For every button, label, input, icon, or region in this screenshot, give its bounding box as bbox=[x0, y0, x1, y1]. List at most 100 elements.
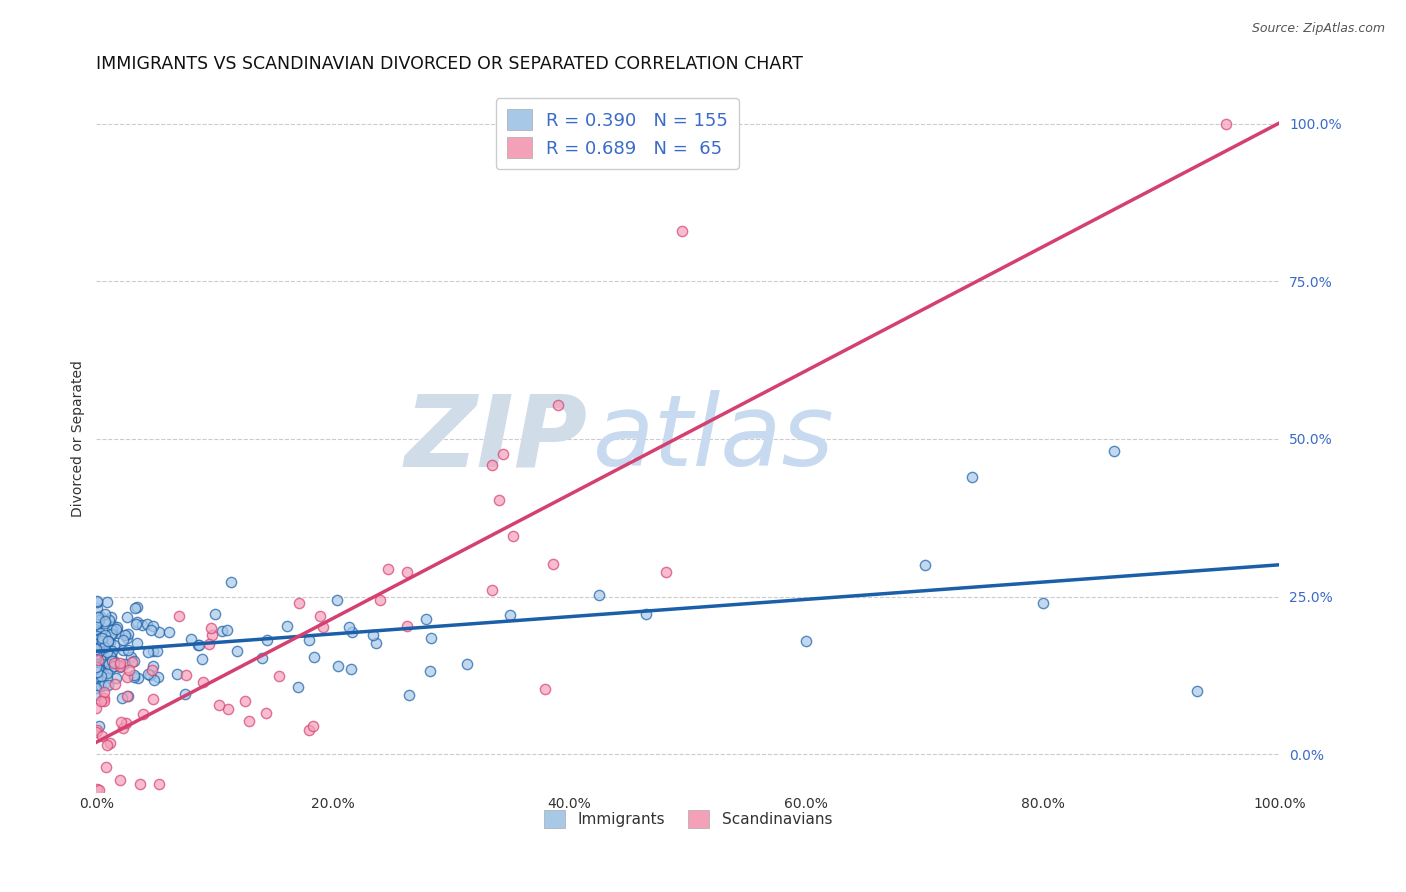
Point bbox=[588, 588, 610, 602]
Point bbox=[86, 593, 108, 607]
Legend: Immigrants, Scandinavians: Immigrants, Scandinavians bbox=[537, 804, 838, 834]
Point bbox=[100, 626, 122, 640]
Point bbox=[86, 665, 108, 680]
Point bbox=[198, 636, 221, 650]
Point bbox=[105, 671, 128, 685]
Point bbox=[233, 694, 256, 708]
Point bbox=[110, 659, 132, 673]
Point bbox=[103, 658, 125, 673]
Point bbox=[89, 632, 111, 646]
Point bbox=[117, 643, 139, 657]
Point bbox=[97, 657, 120, 671]
Point bbox=[122, 655, 145, 669]
Point bbox=[86, 601, 108, 615]
Point bbox=[91, 631, 114, 645]
Point bbox=[370, 593, 392, 607]
Point bbox=[166, 666, 188, 681]
Point bbox=[89, 661, 111, 675]
Point bbox=[132, 707, 155, 722]
Point bbox=[100, 660, 122, 674]
Point bbox=[86, 637, 108, 651]
Point bbox=[117, 609, 139, 624]
Point bbox=[89, 613, 111, 627]
Point bbox=[256, 633, 278, 648]
Point bbox=[114, 627, 136, 641]
Point bbox=[339, 619, 361, 633]
Point bbox=[191, 651, 214, 665]
Point bbox=[173, 687, 195, 701]
Point bbox=[311, 620, 333, 634]
Point bbox=[187, 638, 209, 652]
Point bbox=[87, 783, 110, 797]
Point bbox=[276, 619, 298, 633]
Point bbox=[98, 648, 121, 663]
Point bbox=[105, 620, 128, 634]
Point bbox=[101, 654, 124, 668]
Point bbox=[87, 610, 110, 624]
Point bbox=[86, 650, 108, 665]
Point bbox=[124, 601, 146, 615]
Point bbox=[122, 667, 145, 681]
Point bbox=[960, 469, 983, 483]
Point bbox=[93, 684, 115, 698]
Point bbox=[100, 644, 122, 658]
Point bbox=[115, 689, 138, 703]
Point bbox=[502, 529, 524, 543]
Point bbox=[288, 596, 311, 610]
Point bbox=[97, 633, 120, 648]
Point bbox=[117, 627, 139, 641]
Point bbox=[112, 822, 135, 836]
Point bbox=[481, 458, 503, 472]
Point bbox=[86, 617, 108, 632]
Point bbox=[100, 647, 122, 661]
Point bbox=[142, 659, 165, 673]
Point bbox=[114, 657, 136, 672]
Point bbox=[101, 627, 124, 641]
Text: IMMIGRANTS VS SCANDINAVIAN DIVORCED OR SEPARATED CORRELATION CHART: IMMIGRANTS VS SCANDINAVIAN DIVORCED OR S… bbox=[97, 55, 803, 73]
Point bbox=[250, 650, 273, 665]
Point bbox=[201, 627, 224, 641]
Point bbox=[86, 649, 108, 664]
Point bbox=[86, 639, 108, 653]
Point bbox=[366, 635, 388, 649]
Point bbox=[148, 625, 170, 640]
Point bbox=[86, 629, 108, 643]
Point bbox=[481, 582, 503, 597]
Point bbox=[118, 663, 141, 677]
Point bbox=[90, 694, 112, 708]
Point bbox=[86, 781, 108, 796]
Point bbox=[89, 608, 111, 623]
Point bbox=[87, 643, 110, 657]
Point bbox=[217, 623, 239, 637]
Point bbox=[129, 776, 152, 790]
Point bbox=[97, 678, 120, 692]
Point bbox=[125, 616, 148, 631]
Point bbox=[1215, 117, 1237, 131]
Point bbox=[98, 635, 121, 649]
Point bbox=[86, 650, 108, 665]
Point bbox=[120, 649, 142, 664]
Point bbox=[86, 642, 108, 657]
Point bbox=[488, 493, 510, 508]
Point bbox=[96, 664, 118, 678]
Point bbox=[131, 618, 153, 632]
Point bbox=[238, 714, 260, 729]
Point bbox=[191, 675, 214, 690]
Text: atlas: atlas bbox=[593, 391, 835, 487]
Point bbox=[86, 700, 108, 714]
Point bbox=[87, 642, 110, 657]
Point bbox=[671, 224, 693, 238]
Point bbox=[94, 615, 117, 630]
Point bbox=[204, 607, 226, 621]
Point bbox=[208, 698, 231, 713]
Point bbox=[86, 681, 108, 695]
Point bbox=[87, 631, 110, 645]
Point bbox=[415, 612, 437, 626]
Point bbox=[146, 671, 169, 685]
Point bbox=[86, 648, 108, 662]
Point bbox=[86, 652, 108, 666]
Point bbox=[211, 624, 233, 638]
Point bbox=[339, 662, 361, 676]
Point bbox=[142, 644, 165, 658]
Point bbox=[86, 688, 108, 702]
